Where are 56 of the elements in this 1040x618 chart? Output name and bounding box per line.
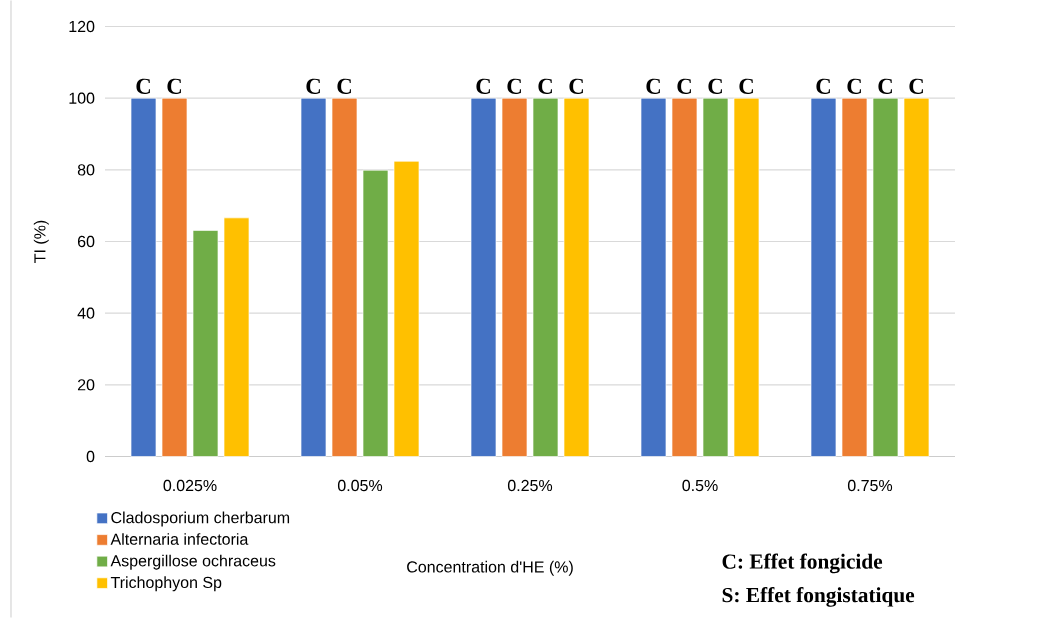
bar	[903, 97, 930, 457]
data-label: C	[708, 78, 722, 94]
bar	[563, 97, 590, 457]
x-tick-label: 0.25%	[507, 479, 553, 492]
y-axis-title: TI (%)	[33, 220, 49, 263]
y-tick-label: 80	[77, 164, 95, 176]
y-tick-label: 60	[77, 235, 95, 248]
bar	[872, 97, 899, 457]
x-tick-label: 0.05%	[337, 479, 383, 492]
data-label: C	[337, 78, 351, 94]
data-label: C	[507, 78, 521, 94]
x-tick-label: 0.5%	[682, 479, 718, 492]
y-tick-label: 100	[69, 92, 95, 104]
bar	[702, 97, 729, 457]
text: C: Effet fongicide	[722, 553, 883, 574]
x-tick-label: 0.75%	[847, 479, 893, 492]
bar	[362, 169, 389, 457]
bar	[470, 97, 497, 457]
data-label: C	[816, 78, 830, 94]
data-label: C	[306, 78, 320, 94]
bar	[223, 217, 250, 457]
y-tick-label: 20	[77, 379, 95, 391]
data-label: C	[136, 78, 150, 94]
data-label: C	[569, 78, 583, 94]
y-tick-label: 0	[86, 450, 95, 463]
data-label: C	[739, 78, 753, 94]
bar	[300, 97, 327, 457]
bar	[192, 230, 219, 457]
x-tick-label: 0.025%	[163, 479, 217, 492]
bar	[161, 97, 188, 457]
bar	[393, 160, 420, 457]
bar	[532, 97, 559, 457]
legend-label: Aspergillose ochraceus	[110, 554, 276, 570]
data-label: C	[878, 78, 892, 94]
data-label: C	[167, 78, 181, 94]
bar	[640, 97, 667, 457]
data-label: C	[538, 78, 552, 94]
legend-label: Alternaria infectoria	[110, 533, 249, 545]
legend-label: Cladosporium cherbarum	[111, 511, 290, 527]
data-label: C	[909, 78, 923, 94]
text: S: Effet fongistatique	[722, 587, 915, 607]
bar	[130, 97, 157, 457]
x-axis-title: Concentration d'HE (%)	[407, 560, 573, 576]
bar	[501, 97, 528, 457]
bar	[810, 97, 837, 457]
y-tick-label: 120	[69, 20, 95, 33]
legend-label: Trichophyon Sp	[110, 576, 222, 592]
bar	[841, 97, 868, 457]
y-tick-label: 40	[77, 307, 95, 319]
bar	[733, 97, 760, 457]
data-label: C	[847, 78, 861, 94]
data-label: C	[677, 78, 691, 94]
data-label: C	[646, 78, 660, 94]
data-label: C	[476, 78, 490, 94]
bar	[331, 97, 358, 457]
bar	[671, 97, 698, 457]
